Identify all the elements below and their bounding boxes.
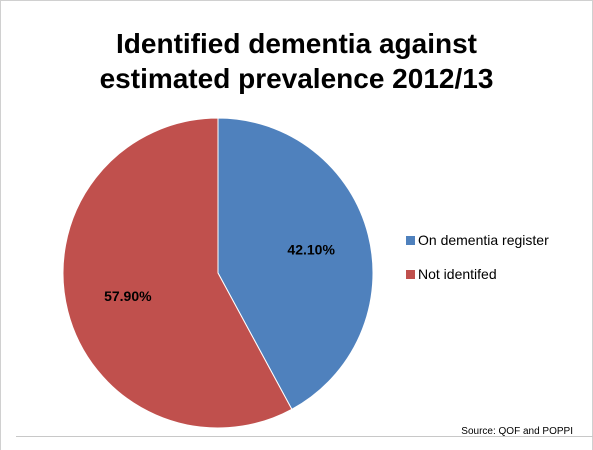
slice-data-label-2: 57.90% xyxy=(104,288,152,304)
pie-slice-2 xyxy=(62,117,293,429)
legend-swatch-1 xyxy=(406,236,415,245)
legend-swatch-2 xyxy=(406,270,415,279)
slice-data-label-1: 42.10% xyxy=(287,241,335,257)
pie-slice-1 xyxy=(217,117,374,410)
chart-title: Identified dementia against estimated pr… xyxy=(0,26,593,96)
bottom-border xyxy=(16,436,593,437)
legend-label-2: Not identifed xyxy=(418,266,497,282)
chart-title-line-1: Identified dementia against xyxy=(116,28,477,59)
source-note: Source: QOF and POPPI xyxy=(461,426,573,437)
chart-title-line-2: estimated prevalence 2012/13 xyxy=(99,63,494,94)
legend-label-1: On dementia register xyxy=(418,232,549,248)
